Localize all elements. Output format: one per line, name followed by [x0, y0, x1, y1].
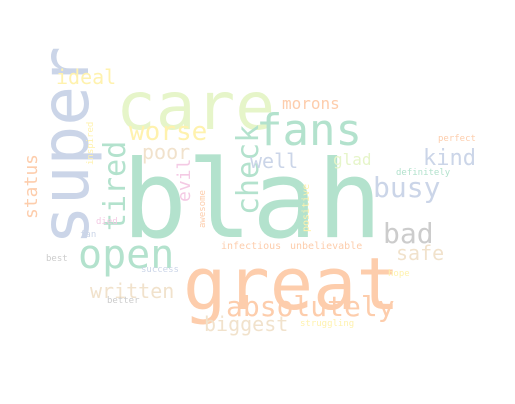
- word-poor: poor: [142, 140, 190, 164]
- word-bad: bad: [383, 217, 434, 250]
- word-open: open: [78, 232, 174, 278]
- word-safe: safe: [396, 241, 444, 265]
- word-status: status: [21, 154, 42, 219]
- word-success: success: [141, 265, 179, 275]
- word-died: died: [96, 217, 118, 227]
- word-awesome: awesome: [198, 190, 208, 228]
- word-blah: blah: [122, 138, 382, 263]
- word-check: check: [231, 125, 266, 215]
- word-tired: tired: [98, 141, 133, 231]
- word-busy: busy: [373, 171, 440, 204]
- word-fans: fans: [256, 105, 362, 156]
- word-biggest: biggest: [204, 312, 288, 336]
- word-care: care: [116, 68, 275, 145]
- word-ideal: ideal: [56, 65, 116, 89]
- word-evil: evil: [174, 159, 195, 202]
- word-fan: fan: [80, 230, 96, 240]
- word-definitely: definitely: [396, 168, 451, 178]
- word-super: super: [27, 46, 104, 245]
- word-worse: worse: [129, 117, 207, 147]
- word-well: well: [250, 149, 298, 173]
- word-great: great: [183, 242, 400, 326]
- word-kind: kind: [423, 146, 476, 171]
- word-unbelievable: unbelievable: [290, 241, 362, 252]
- word-positive: positive: [301, 184, 312, 232]
- word-glad: glad: [333, 150, 372, 169]
- word-perfect: perfect: [438, 134, 476, 144]
- word-morons: morons: [282, 94, 340, 113]
- word-hope: hope: [388, 269, 410, 279]
- word-better: better: [107, 296, 140, 306]
- word-infectious: infectious: [221, 241, 281, 252]
- word-absolutely: absolutely: [226, 290, 395, 323]
- word-inspired: inspired: [86, 122, 96, 165]
- word-struggling: struggling: [300, 319, 354, 329]
- word-written: written: [90, 279, 174, 303]
- word-best: best: [46, 254, 68, 264]
